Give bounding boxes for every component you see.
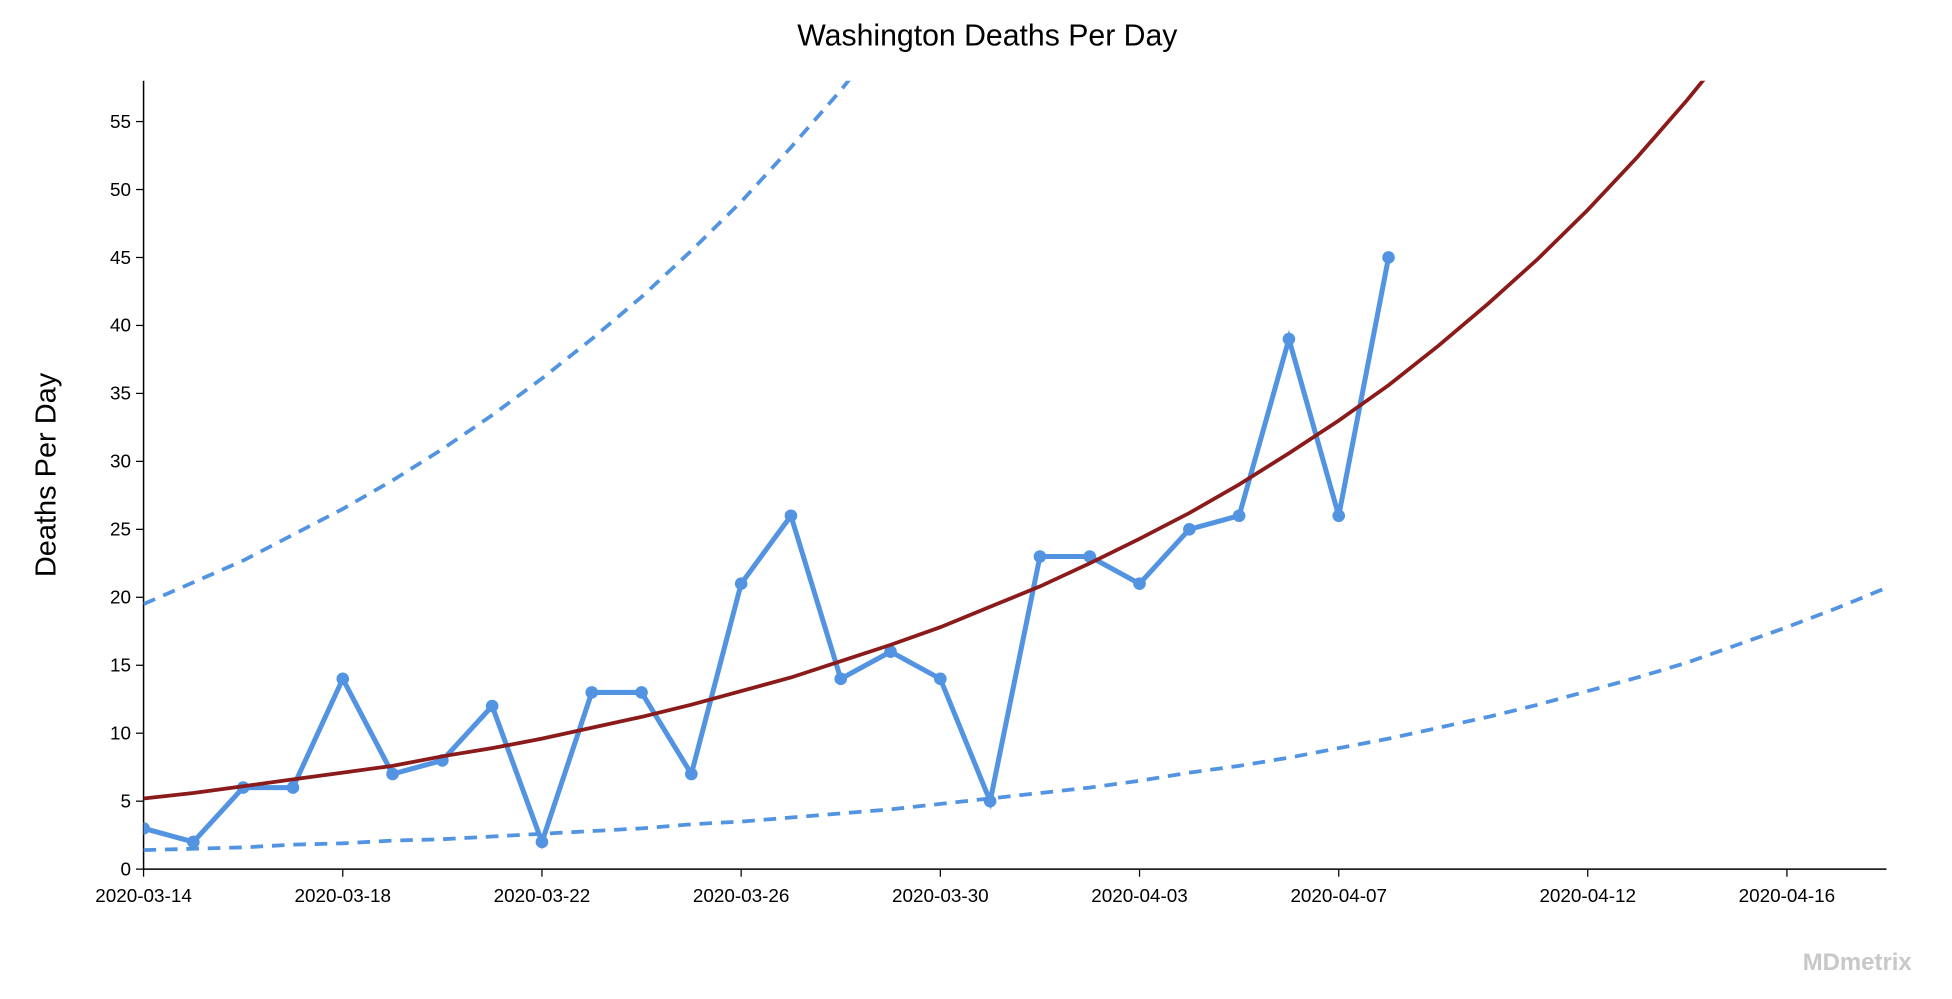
trend-line bbox=[143, 80, 1706, 801]
y-tick-label: 30 bbox=[110, 452, 131, 473]
data-point bbox=[1183, 523, 1196, 536]
data-point bbox=[485, 699, 499, 713]
x-tick-label: 2020-04-07 bbox=[1290, 886, 1387, 907]
data-point bbox=[685, 767, 698, 781]
data-point bbox=[336, 672, 350, 686]
x-tick-label: 2020-03-22 bbox=[494, 886, 591, 907]
chart-title: Washington Deaths Per Day bbox=[797, 20, 1178, 53]
x-tick-label: 2020-03-30 bbox=[892, 886, 989, 907]
data-point bbox=[386, 767, 399, 781]
y-tick-label: 0 bbox=[120, 859, 131, 880]
data-point bbox=[934, 672, 947, 686]
x-tick-label: 2020-04-16 bbox=[1739, 886, 1836, 907]
data-point bbox=[1332, 509, 1346, 523]
watermark: MDmetrix bbox=[1803, 949, 1913, 976]
data-point bbox=[983, 794, 997, 808]
data-point bbox=[784, 509, 798, 523]
x-tick-label: 2020-03-18 bbox=[294, 886, 391, 907]
data-line bbox=[143, 257, 1392, 850]
y-tick-label: 50 bbox=[110, 180, 131, 201]
y-tick-label: 25 bbox=[110, 520, 131, 541]
y-tick-label: 45 bbox=[110, 248, 131, 269]
y-tick-label: 40 bbox=[110, 316, 131, 337]
x-tick-label: 2020-04-03 bbox=[1091, 886, 1188, 907]
data-point bbox=[143, 822, 150, 835]
x-tick-label: 2020-03-14 bbox=[95, 886, 192, 907]
data-point bbox=[734, 577, 748, 590]
data-point bbox=[884, 645, 897, 658]
y-tick-label: 35 bbox=[110, 384, 131, 405]
x-tick-label: 2020-04-12 bbox=[1539, 886, 1636, 907]
y-tick-label: 15 bbox=[110, 656, 131, 677]
y-tick-label: 5 bbox=[120, 791, 131, 812]
data-point bbox=[535, 835, 549, 849]
data-point bbox=[585, 686, 599, 699]
data-point bbox=[635, 686, 648, 699]
plot-area bbox=[143, 80, 1887, 852]
data-point bbox=[834, 672, 848, 686]
data-point bbox=[1133, 577, 1146, 590]
data-point bbox=[1382, 251, 1395, 264]
data-point bbox=[286, 781, 300, 794]
y-tick-label: 20 bbox=[110, 588, 131, 609]
y-tick-label: 55 bbox=[110, 112, 131, 133]
y-axis-label: Deaths Per Day bbox=[30, 372, 62, 577]
data-point bbox=[187, 835, 200, 849]
x-tick-label: 2020-03-26 bbox=[693, 886, 790, 907]
data-point bbox=[1282, 332, 1296, 346]
y-tick-label: 10 bbox=[110, 724, 131, 745]
bound-line bbox=[143, 586, 1887, 852]
data-point bbox=[1033, 550, 1047, 563]
data-point bbox=[1232, 509, 1246, 523]
bound-line bbox=[143, 80, 851, 606]
